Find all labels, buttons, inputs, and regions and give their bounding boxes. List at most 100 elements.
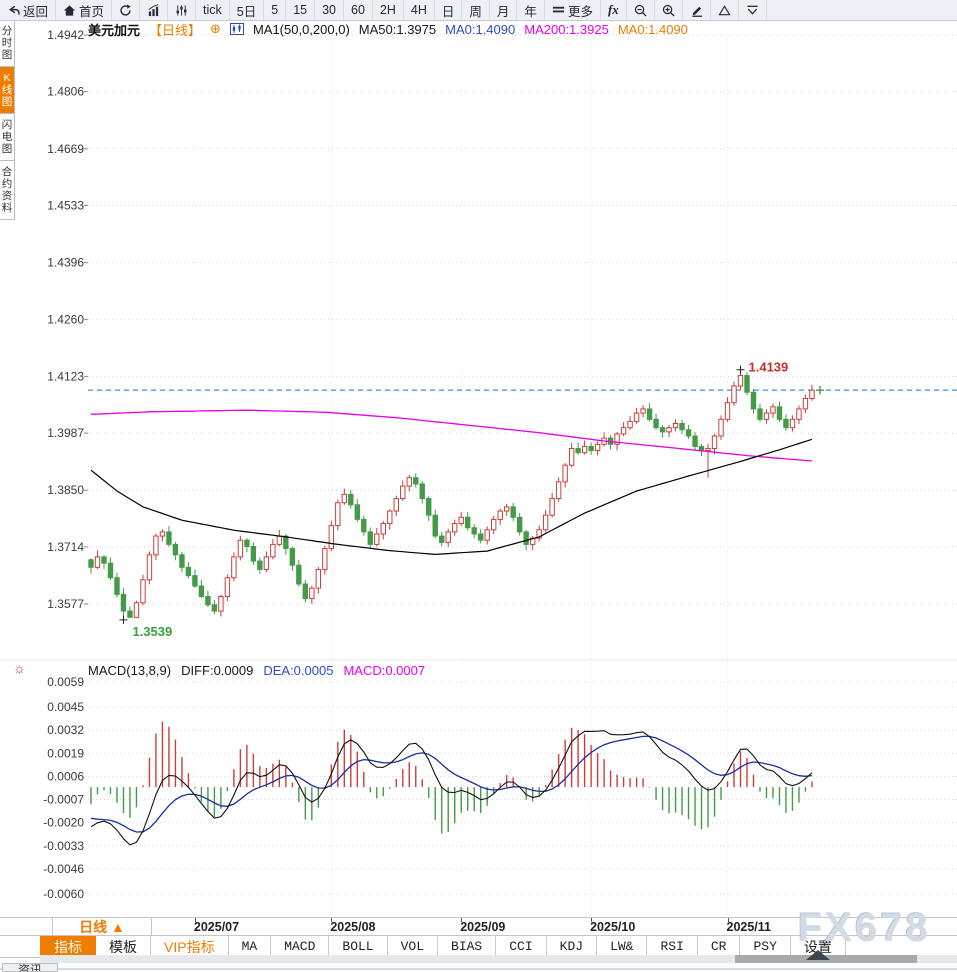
candle-body [510, 506, 516, 518]
candle-body [698, 445, 705, 452]
horizontal-scrollbar-track[interactable] [40, 955, 957, 963]
toolbar-button-pencil[interactable] [683, 0, 711, 20]
candle [406, 475, 412, 492]
toolbar-button-refresh[interactable] [112, 0, 141, 20]
toolbar-button-周[interactable]: 周 [462, 0, 490, 20]
toolbar-button-月[interactable]: 月 [490, 0, 518, 20]
price-axis-label: 1.4942 [47, 28, 84, 42]
candle-body [744, 375, 750, 393]
add-indicator-icon[interactable]: ⊕ [210, 21, 221, 36]
candle-body [659, 427, 666, 433]
indicator-tab-CR[interactable]: CR [698, 936, 741, 957]
indicator-tab-VIP指标[interactable]: VIP指标 [151, 936, 229, 957]
period-selector[interactable]: 日线 ▲ [52, 918, 152, 935]
date-axis-tick [331, 918, 333, 922]
toolbar-button-zoom-in[interactable] [655, 0, 683, 20]
candle-body [120, 593, 127, 612]
toolbar-button-更多[interactable]: 更多 [545, 0, 601, 20]
candle [374, 528, 380, 547]
indicator-tab-MACD[interactable]: MACD [271, 936, 330, 957]
collapse-icon [746, 4, 759, 17]
price-axis-label: 1.3850 [47, 483, 84, 497]
candle [257, 557, 263, 574]
kline-icon[interactable] [229, 23, 244, 35]
candle [776, 401, 783, 422]
candle [666, 425, 672, 438]
macd-axis-label: 0.0059 [47, 675, 84, 689]
indicator-tab-BIAS[interactable]: BIAS [438, 936, 497, 957]
indicator-tab-bar: 指标 模板 VIP指标 MA MACD BOLL VOL BIAS CCI KDJ LW& RSI CR… [0, 936, 957, 958]
candle [809, 384, 815, 401]
indicator-tab-KDJ[interactable]: KDJ [547, 936, 598, 957]
candle-body [218, 595, 224, 612]
toolbar-button-日[interactable]: 日 [435, 0, 463, 20]
candle [536, 525, 542, 542]
toolbar-button-triangle[interactable] [711, 0, 739, 20]
indicator-tab-CCI[interactable]: CCI [496, 936, 547, 957]
toolbar-button-4H[interactable]: 4H [404, 0, 435, 20]
toolbar-button-15[interactable]: 15 [286, 0, 316, 20]
sidebar-tab-闪电图[interactable]: 闪 电 图 [0, 114, 14, 161]
candle [581, 440, 588, 455]
toolbar-button-label: 5日 [236, 4, 257, 19]
indicator-settings-icon[interactable]: ☼ [13, 660, 26, 676]
candle [601, 432, 607, 447]
macd-axis-label: -0.0020 [43, 816, 84, 830]
refresh-icon [119, 4, 132, 17]
toolbar-button-bar-chart[interactable] [140, 0, 169, 20]
bottom-partial-tab[interactable]: 资讯 [2, 963, 58, 972]
candle-body [179, 554, 185, 568]
toolbar-button-2H[interactable]: 2H [373, 0, 404, 20]
candle-body [783, 418, 789, 429]
candle [172, 541, 179, 561]
sidebar-tab-K线图[interactable]: K 线 图 [0, 67, 14, 114]
toolbar-button-collapse[interactable] [739, 0, 767, 20]
toolbar-button-返回[interactable]: 返回 [0, 0, 57, 20]
toolbar-button-fx[interactable]: fx [601, 0, 627, 20]
indicator-tab-指标[interactable]: 指标 [40, 936, 96, 957]
date-axis-label: 2025/11 [726, 920, 772, 934]
more-icon [552, 4, 565, 17]
candle-body [516, 516, 523, 533]
indicator-tab-PSY[interactable]: PSY [740, 936, 791, 957]
toolbar-button-sliders[interactable] [168, 0, 197, 20]
candle-body [497, 510, 503, 520]
sidebar-tab-合约资料[interactable]: 合 约 资 料 [0, 161, 14, 220]
candle-body [387, 510, 393, 525]
toolbar-button-5日[interactable]: 5日 [230, 0, 265, 20]
macd-value: DEA:0.0005 [263, 663, 334, 678]
indicator-tab-VOL[interactable]: VOL [388, 936, 439, 957]
sidebar-tab-分时图[interactable]: 分 时 图 [0, 20, 14, 67]
price-axis-label: 1.4396 [47, 256, 84, 270]
candle-body [653, 418, 659, 429]
candle-body [458, 516, 464, 525]
indicator-tab-BOLL[interactable]: BOLL [329, 936, 388, 957]
indicator-tab-LW&[interactable]: LW& [597, 936, 648, 957]
candle [127, 606, 133, 618]
toolbar-button-60[interactable]: 60 [344, 0, 373, 20]
candle [718, 415, 724, 440]
candle-body [426, 498, 432, 516]
toolbar-button-首页[interactable]: 首页 [56, 0, 113, 20]
toolbar-button-zoom-out[interactable] [627, 0, 655, 20]
candle-body [471, 527, 477, 535]
indicator-tab-RSI[interactable]: RSI [647, 936, 698, 957]
candle [458, 511, 464, 527]
indicator-tab-MA[interactable]: MA [229, 936, 272, 957]
candle-body [633, 412, 640, 422]
candle [465, 512, 471, 531]
triangle-icon [718, 4, 731, 17]
toolbar-button-30[interactable]: 30 [315, 0, 344, 20]
candle-body [705, 448, 711, 452]
price-axis-label: 1.4123 [47, 369, 84, 383]
candle-body [594, 443, 601, 452]
toolbar-button-5[interactable]: 5 [264, 0, 287, 20]
candle-body [263, 556, 270, 570]
panel-expand-arrow-icon[interactable] [806, 950, 830, 960]
candle-body [374, 533, 380, 545]
toolbar-button-年[interactable]: 年 [517, 0, 545, 20]
indicator-tab-模板[interactable]: 模板 [96, 936, 151, 957]
candle-body [231, 556, 237, 579]
toolbar-button-tick[interactable]: tick [196, 0, 230, 20]
